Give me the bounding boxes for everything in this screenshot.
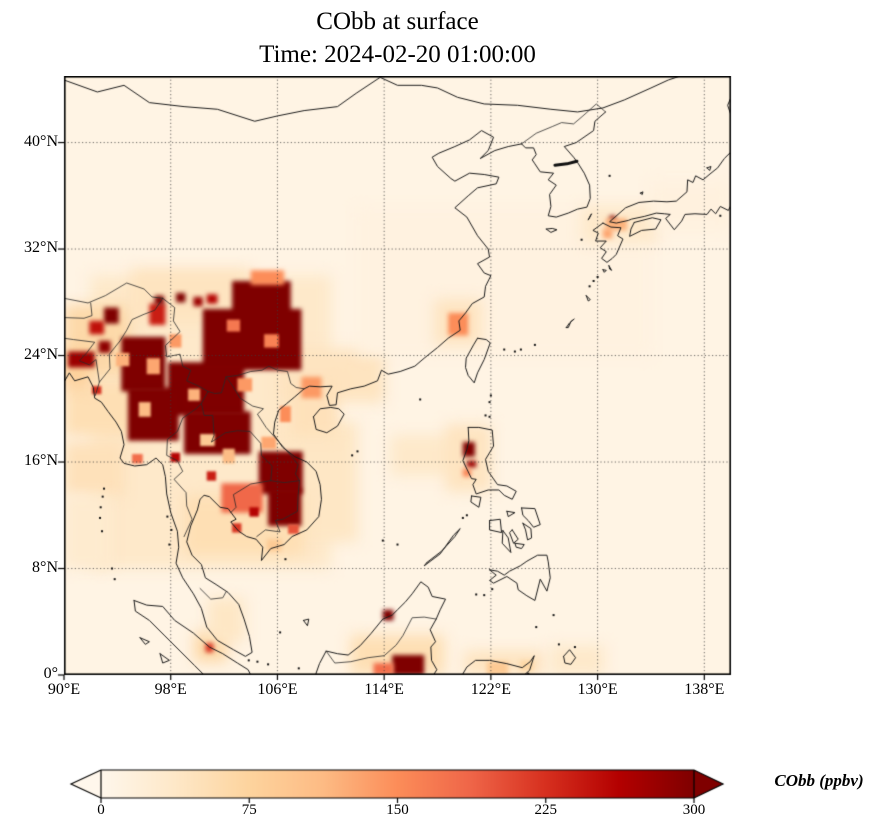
x-tick-label: 114°E [364,681,404,698]
x-tick-label: 130°E [577,681,618,698]
map-canvas [54,76,741,687]
colorbar-tick-label: 150 [386,802,409,818]
y-tick-label: 40°N [24,132,58,150]
x-tick-label: 106°E [257,681,298,698]
plot-title-line1: CObb at surface [316,8,479,35]
colorbar-canvas [0,755,887,836]
plot-title-line2: Time: 2024-02-20 01:00:00 [259,41,536,68]
colorbar-tick-label: 300 [682,802,706,818]
plot-title: CObb at surface Time: 2024-02-20 01:00:0… [64,5,731,71]
y-tick-label: 24°N [24,345,58,363]
y-tick-label: 32°N [24,239,58,257]
colorbar-tick-label: 75 [241,802,257,818]
x-tick-label: 98°E [154,681,187,698]
y-tick-label: 16°N [24,452,58,470]
y-tick-label: 0° [43,665,58,682]
x-tick-label: 90°E [47,681,81,698]
colorbar-tick-label: 0 [97,802,105,818]
colorbar-tick-label: 225 [534,802,558,818]
x-tick-label: 138°E [684,681,725,698]
colorbar-label: CObb (ppbv) [774,771,864,790]
y-tick-label: 8°N [32,558,58,576]
x-tick-label: 122°E [470,681,511,698]
